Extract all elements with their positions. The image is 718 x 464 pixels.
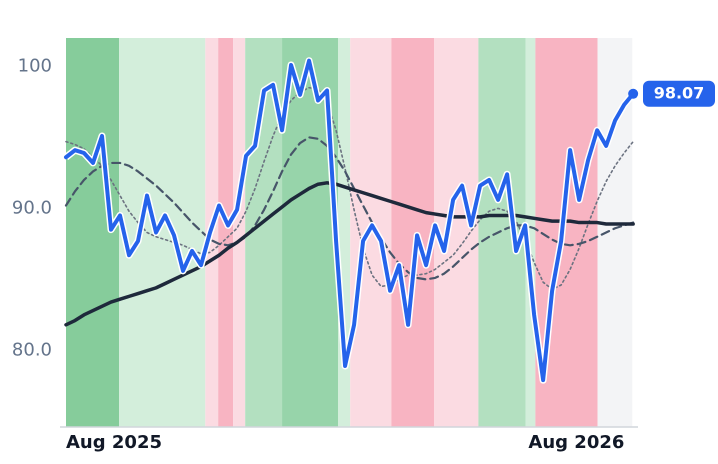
series-line — [64, 58, 636, 383]
x-tick-label: Aug 2025 — [66, 432, 162, 453]
series-line — [64, 136, 635, 281]
region — [434, 38, 479, 427]
y-tick-label: 80.0 — [12, 339, 52, 360]
x-tick-label: Aug 2026 — [528, 432, 624, 453]
region — [218, 38, 234, 427]
region — [233, 38, 246, 427]
series-line — [64, 181, 635, 327]
region — [525, 38, 536, 427]
last-value-badge — [643, 80, 715, 107]
last-value-label: 98.07 — [654, 83, 705, 102]
region — [119, 38, 206, 427]
y-tick-label: 100 — [18, 55, 52, 76]
region — [391, 38, 435, 427]
region — [478, 38, 526, 427]
y-tick-label: 90.0 — [12, 197, 52, 218]
last-point — [628, 88, 639, 99]
